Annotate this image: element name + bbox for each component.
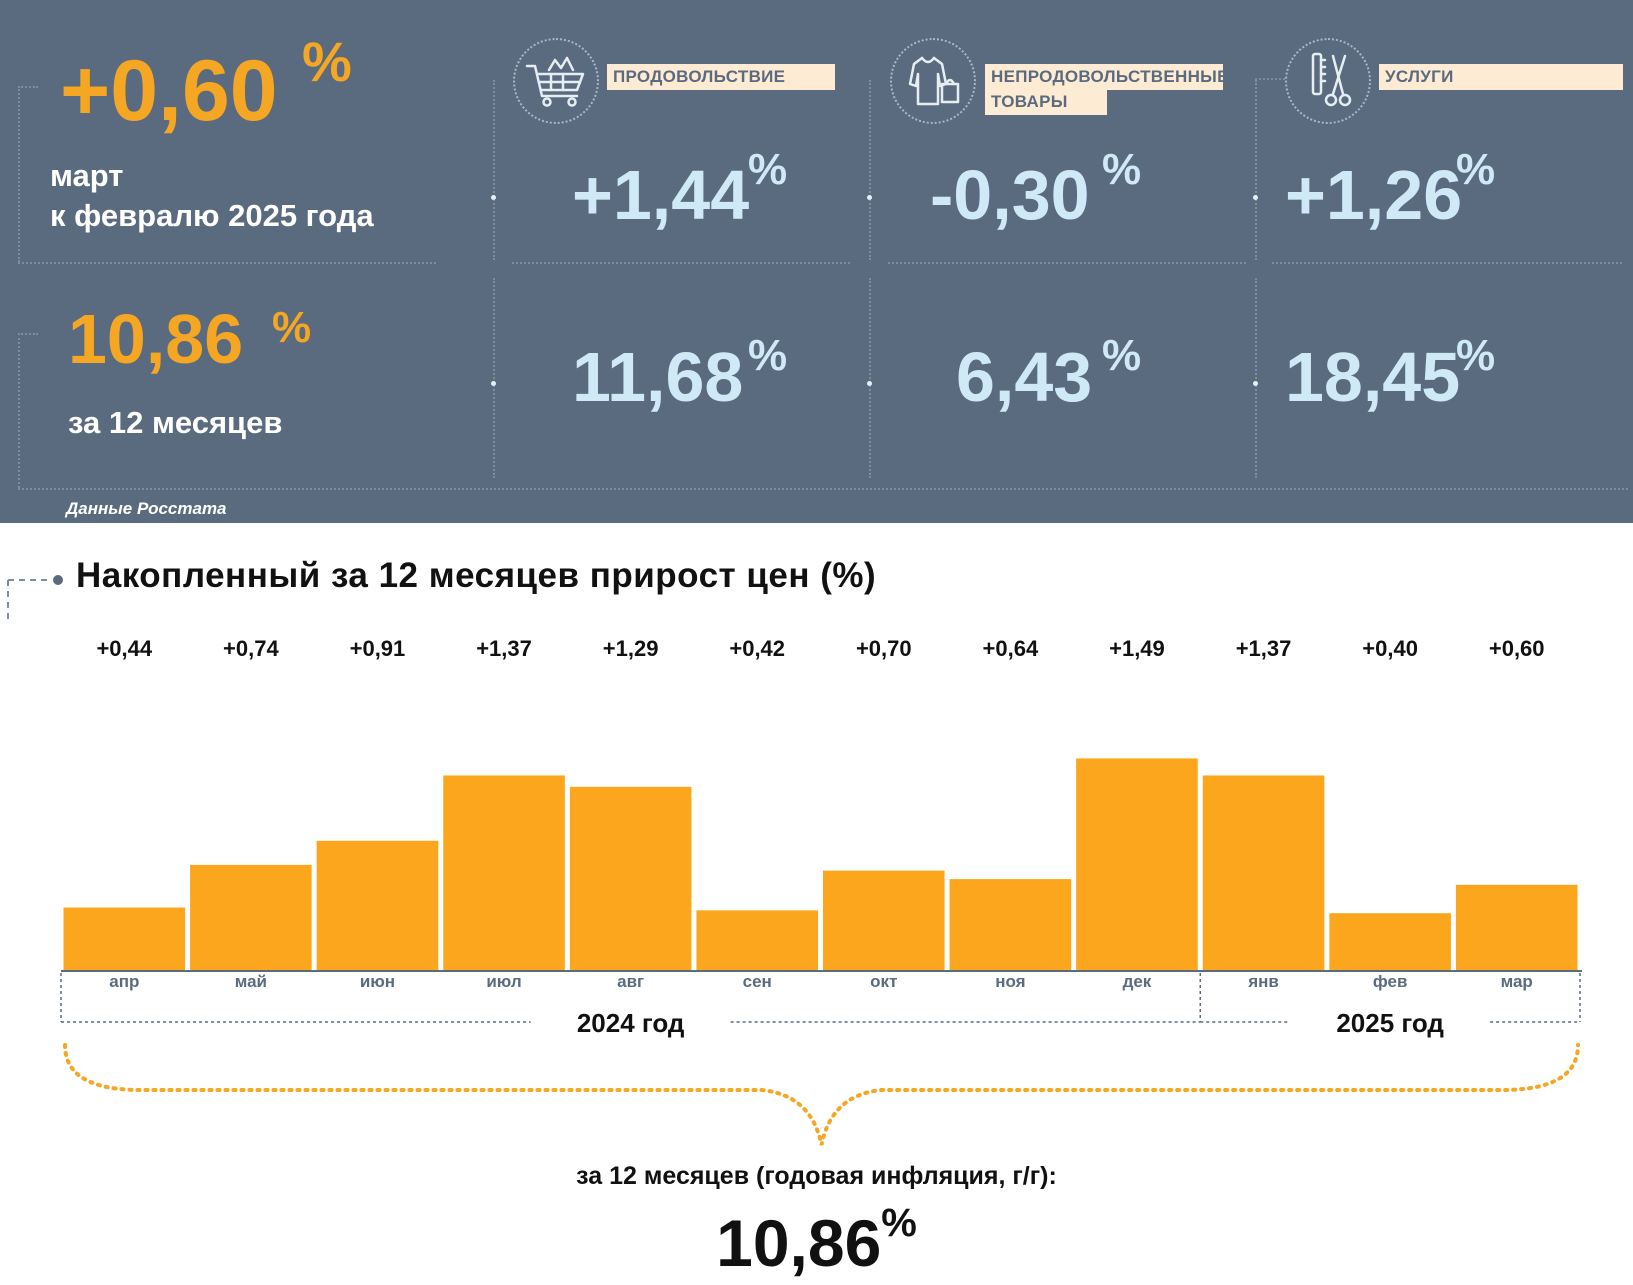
x-tick-label: янв <box>1247 972 1279 991</box>
frame-dot <box>1253 381 1258 386</box>
x-tick-label: июл <box>486 972 521 991</box>
services-monthly-unit: % <box>1456 145 1496 194</box>
x-tick-label: апр <box>109 972 139 991</box>
x-tick-label: ноя <box>995 972 1025 991</box>
value-label: +0,91 <box>350 636 406 661</box>
chart-title-frame <box>7 575 63 620</box>
annual-summary-unit: % <box>881 1201 917 1245</box>
value-label: +0,42 <box>729 636 785 661</box>
frame-line <box>512 262 850 264</box>
food-monthly-unit: % <box>748 145 788 194</box>
x-tick-label: фев <box>1373 972 1408 991</box>
annual-summary-label: за 12 месяцев (годовая инфляция, г/г): <box>576 1162 1057 1190</box>
frame-dot <box>491 195 496 200</box>
bar-июл <box>443 775 565 970</box>
bar-chart: +0,44 апр +0,74 май +0,91 июн +1,37 июл +1,29 авг… <box>60 636 1582 1146</box>
value-label: +0,64 <box>983 636 1039 661</box>
value-label: +1,37 <box>1236 636 1292 661</box>
bar-апр <box>63 907 186 970</box>
year-group-label: 2024 год <box>577 1008 685 1038</box>
frame-dot <box>867 381 872 386</box>
frame-line <box>493 80 495 260</box>
category-label-services: УСЛУГИ <box>1379 64 1623 90</box>
bar-июн <box>316 840 439 970</box>
services-annual-value: 18,45 <box>1285 338 1461 416</box>
x-tick-label: дек <box>1123 972 1152 991</box>
annual-summary-value: 10,86 <box>716 1206 882 1280</box>
monthly-caption-line2: к февралю 2025 года <box>50 198 374 233</box>
clothes-icon <box>890 38 976 124</box>
category-label-food: ПРОДОВОЛЬСТВИЕ <box>607 64 835 90</box>
nonfood-monthly-unit: % <box>1102 145 1142 194</box>
data-source-note: Данные Росстата <box>66 499 227 518</box>
frame-line <box>18 86 20 262</box>
bar-дек <box>1076 758 1198 970</box>
x-tick-label: сен <box>743 972 772 991</box>
value-label: +1,37 <box>476 636 532 661</box>
value-label: +0,40 <box>1362 636 1418 661</box>
frame-line <box>493 278 495 478</box>
frame-line <box>869 278 871 478</box>
summary-panel: +0,60 % март к февралю 2025 года 10,86 %… <box>0 0 1633 523</box>
value-label: +0,44 <box>96 636 152 661</box>
annual-caption: за 12 месяцев <box>68 405 283 440</box>
bar-ноя <box>949 879 1072 970</box>
bar-авг <box>569 786 692 970</box>
services-monthly-value: +1,26 <box>1285 156 1463 234</box>
nonfood-annual-unit: % <box>1102 331 1142 380</box>
nonfood-monthly-value: -0,30 <box>930 156 1090 234</box>
monthly-inflation-unit: % <box>302 30 352 93</box>
frame-line <box>18 333 20 488</box>
services-annual-unit: % <box>1456 331 1496 380</box>
monthly-caption-line1: март <box>50 158 124 193</box>
frame-dot <box>1253 195 1258 200</box>
bar-окт <box>823 870 945 970</box>
frame-line <box>1255 278 1257 478</box>
value-label: +1,49 <box>1109 636 1165 661</box>
x-tick-label: авг <box>617 972 644 991</box>
summary-brace <box>63 1043 1580 1146</box>
frame-line <box>869 80 871 260</box>
scissors-comb-icon <box>1285 38 1371 124</box>
shopping-cart-icon <box>513 38 599 124</box>
value-label: +0,70 <box>856 636 912 661</box>
frame-line <box>18 333 38 335</box>
x-tick-label: июн <box>360 972 395 991</box>
frame-line <box>1272 262 1622 264</box>
frame-line <box>18 488 1628 490</box>
nonfood-annual-value: 6,43 <box>956 338 1093 416</box>
food-annual-value: 11,68 <box>572 338 744 416</box>
frame-dot <box>491 381 496 386</box>
frame-line <box>1255 80 1257 260</box>
x-tick-label: окт <box>870 972 897 991</box>
bar-май <box>190 864 312 970</box>
annual-inflation-value: 10,86 <box>68 300 244 378</box>
year-group-label: 2025 год <box>1336 1008 1444 1038</box>
value-label: +0,60 <box>1489 636 1545 661</box>
chart-title: Накопленный за 12 месяцев прирост цен (%… <box>76 556 877 595</box>
annual-inflation-unit: % <box>272 303 312 352</box>
bar-янв <box>1202 775 1325 970</box>
food-monthly-value: +1,44 <box>572 156 750 234</box>
x-tick-label: май <box>235 972 267 991</box>
category-label-nonfood-line1: НЕПРОДОВОЛЬСТВЕННЫЕ <box>985 64 1228 90</box>
food-annual-unit: % <box>748 331 788 380</box>
value-label: +0,74 <box>223 636 279 661</box>
frame-line <box>18 262 436 264</box>
frame-dot <box>867 195 872 200</box>
bar-фев <box>1329 913 1451 970</box>
bar-мар <box>1455 884 1578 970</box>
category-label-nonfood-line2: ТОВАРЫ <box>985 89 1107 115</box>
frame-line <box>18 86 38 88</box>
bar-сен <box>696 910 818 970</box>
annual-summary: 10,86% <box>0 1201 1633 1281</box>
frame-line <box>1255 78 1285 80</box>
value-label: +1,29 <box>603 636 659 661</box>
x-tick-label: мар <box>1501 972 1533 991</box>
monthly-inflation-value: +0,60 <box>60 43 278 139</box>
frame-line <box>888 262 1246 264</box>
